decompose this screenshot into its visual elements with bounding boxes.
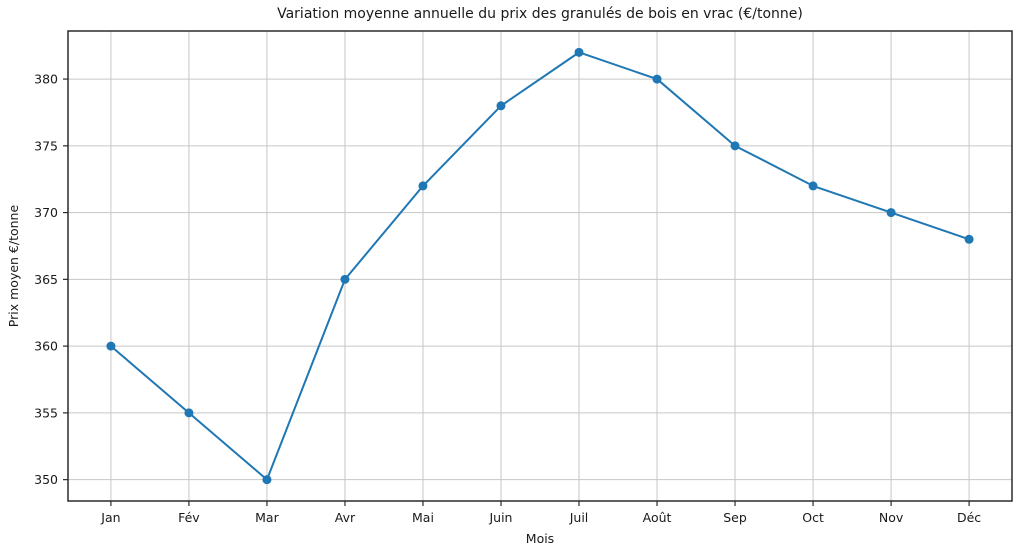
data-point-Nov [886,208,896,218]
axis-frame [67,30,1013,502]
y-tick-label: 350 [34,472,58,487]
chart-title: Variation moyenne annuelle du prix des g… [277,6,803,22]
x-tick-label: Nov [879,510,904,525]
data-point-Déc [964,234,974,244]
x-tick-label: Mai [412,510,434,525]
x-tick-label: Avr [335,510,356,525]
x-tick-label: Jan [100,510,120,525]
data-point-Sep [730,141,740,151]
x-tick-label: Juin [488,510,512,525]
price-line [110,51,970,481]
data-point-Mai [418,181,428,191]
y-tick-label: 355 [34,405,58,420]
data-point-Août [652,74,662,84]
x-tick-label: Oct [802,510,824,525]
x-tick-label: Fév [178,510,200,525]
x-tick-label: Mar [255,510,279,525]
data-point-Mar [262,475,272,485]
data-point-Juin [496,101,506,111]
y-tick-label: 380 [34,72,58,87]
y-tick-label: 365 [34,272,58,287]
data-point-Oct [808,181,818,191]
data-point-Avr [340,274,350,284]
data-point-Jan [106,341,116,351]
x-tick-label: Déc [957,510,981,525]
x-tick-label: Juil [569,510,589,525]
y-axis-label: Prix moyen €/tonne [6,204,21,328]
x-tick-label: Août [643,510,672,525]
data-point-Fév [184,408,194,418]
data-point-Juil [574,47,584,57]
y-tick-label: 370 [34,205,58,220]
y-tick-label: 375 [34,138,58,153]
x-tick-label: Sep [723,510,747,525]
x-axis-label: Mois [525,531,555,546]
y-tick-label: 360 [34,339,58,354]
